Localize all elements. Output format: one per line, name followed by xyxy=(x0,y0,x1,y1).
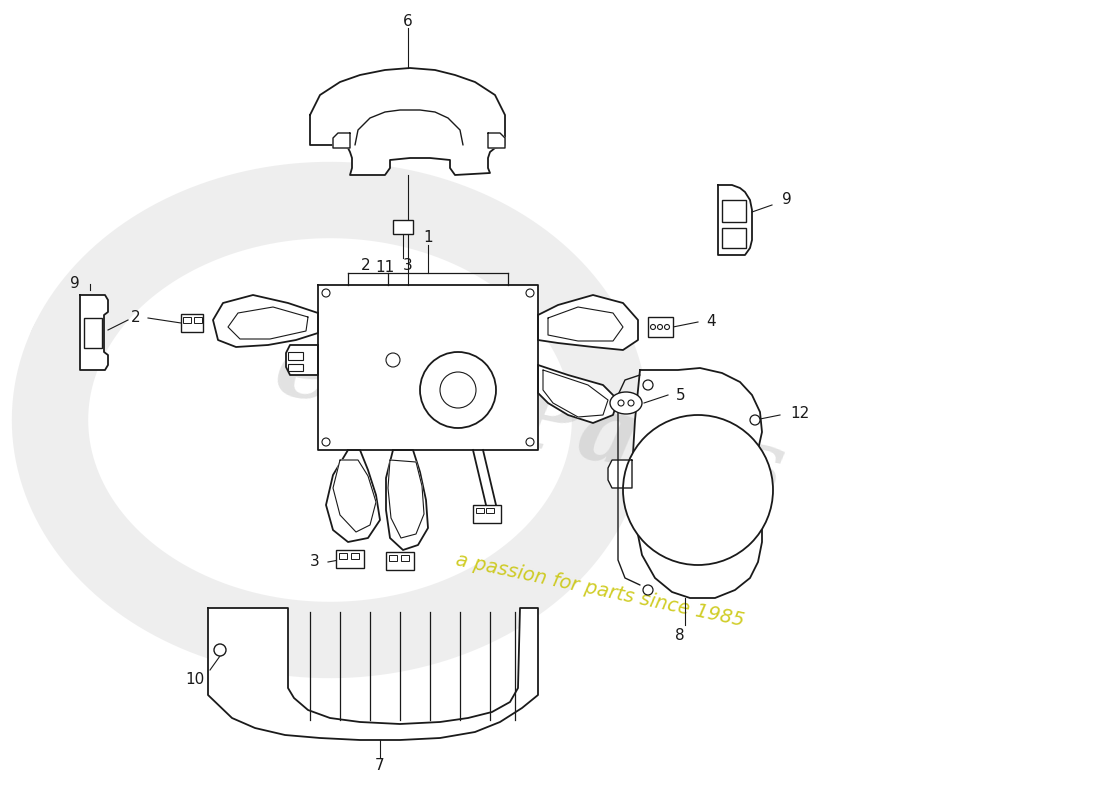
Polygon shape xyxy=(286,345,318,375)
Bar xyxy=(722,228,746,248)
Polygon shape xyxy=(543,370,608,417)
Text: 3: 3 xyxy=(310,554,320,570)
Text: 8: 8 xyxy=(675,627,685,642)
Polygon shape xyxy=(318,285,538,450)
Bar xyxy=(351,553,359,559)
Ellipse shape xyxy=(610,392,642,414)
Polygon shape xyxy=(608,460,632,488)
Bar xyxy=(183,317,191,323)
Text: 11: 11 xyxy=(375,261,395,275)
Bar xyxy=(648,317,673,337)
Polygon shape xyxy=(208,608,538,740)
Circle shape xyxy=(386,353,400,367)
Text: 7: 7 xyxy=(375,758,385,773)
Polygon shape xyxy=(228,307,308,339)
Circle shape xyxy=(526,438,534,446)
Text: 3: 3 xyxy=(403,258,412,273)
Circle shape xyxy=(623,415,773,565)
Bar xyxy=(194,317,202,323)
Polygon shape xyxy=(80,295,108,370)
Polygon shape xyxy=(213,295,318,347)
Bar xyxy=(84,318,102,348)
Polygon shape xyxy=(310,68,505,175)
Bar xyxy=(288,364,302,371)
Bar xyxy=(182,314,204,332)
Polygon shape xyxy=(388,460,424,538)
Polygon shape xyxy=(333,133,350,148)
Bar xyxy=(486,508,494,513)
Circle shape xyxy=(420,352,496,428)
Bar xyxy=(402,555,409,561)
Polygon shape xyxy=(538,365,618,423)
Circle shape xyxy=(526,289,534,297)
Text: euroParts: euroParts xyxy=(267,322,793,518)
Polygon shape xyxy=(386,450,428,550)
Circle shape xyxy=(750,415,760,425)
Text: 5: 5 xyxy=(676,387,685,402)
Circle shape xyxy=(664,325,670,330)
Circle shape xyxy=(618,400,624,406)
Circle shape xyxy=(214,644,225,656)
Polygon shape xyxy=(718,185,752,255)
Text: 6: 6 xyxy=(403,14,412,30)
Polygon shape xyxy=(632,368,762,598)
Polygon shape xyxy=(548,307,623,341)
Bar xyxy=(722,200,746,222)
Text: a passion for parts since 1985: a passion for parts since 1985 xyxy=(454,550,746,630)
Polygon shape xyxy=(333,460,376,532)
Circle shape xyxy=(322,289,330,297)
Text: 2: 2 xyxy=(361,258,371,273)
Text: 12: 12 xyxy=(790,406,810,421)
Circle shape xyxy=(440,372,476,408)
Text: 10: 10 xyxy=(186,673,205,687)
Circle shape xyxy=(650,325,656,330)
Circle shape xyxy=(644,380,653,390)
Bar xyxy=(339,553,346,559)
Polygon shape xyxy=(538,295,638,350)
Polygon shape xyxy=(326,450,379,542)
Text: 9: 9 xyxy=(70,275,80,290)
Text: 2: 2 xyxy=(131,310,140,326)
Bar xyxy=(393,220,412,234)
Circle shape xyxy=(628,400,634,406)
Circle shape xyxy=(658,325,662,330)
Text: 9: 9 xyxy=(782,193,792,207)
Text: 1: 1 xyxy=(424,230,432,245)
Bar xyxy=(336,550,364,568)
Polygon shape xyxy=(488,133,505,148)
Bar xyxy=(288,352,302,360)
Bar xyxy=(476,508,484,513)
Circle shape xyxy=(322,438,330,446)
Bar xyxy=(473,505,500,523)
Bar xyxy=(386,552,414,570)
Bar xyxy=(389,555,397,561)
Circle shape xyxy=(644,585,653,595)
Text: 4: 4 xyxy=(706,314,716,330)
